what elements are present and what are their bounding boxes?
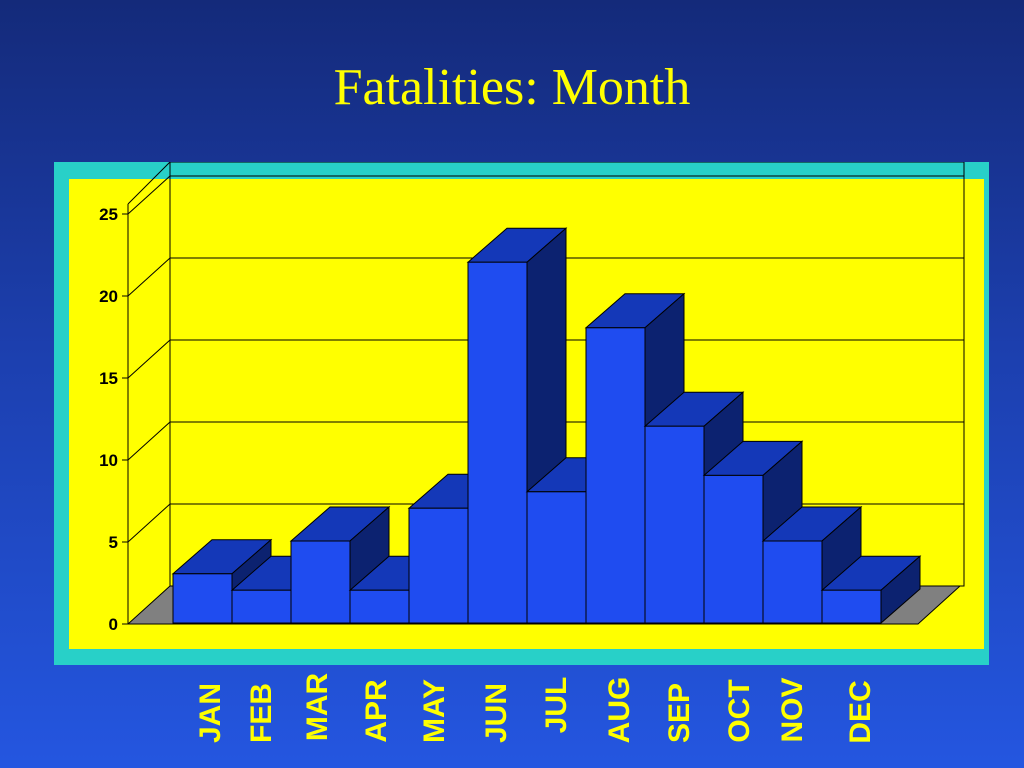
bar (703, 474, 764, 624)
y-tick-label: 20 (99, 287, 118, 306)
x-tick-label: OCT (723, 679, 756, 743)
x-tick-label: JUN (480, 682, 513, 744)
bar (467, 261, 528, 624)
bar (644, 425, 705, 624)
x-tick-label: NOV (776, 677, 809, 743)
gridline-side (127, 175, 171, 215)
x-tick-label: SEP (663, 682, 696, 744)
chart-plot: 0 5 10 15 20 25 (69, 162, 984, 649)
gridline-side (127, 421, 171, 461)
chart-title: Fatalities: Month (333, 59, 691, 116)
y-tick-label: 10 (99, 451, 118, 470)
x-tick-label: JAN (194, 682, 227, 744)
y-tick-label: 25 (99, 205, 118, 224)
x-tick-label: MAR (301, 672, 334, 742)
x-tick-label: JUL (540, 676, 573, 734)
y-tick-label: 15 (99, 369, 118, 388)
x-tick-label: DEC (844, 680, 877, 744)
bar (231, 589, 292, 624)
y-tick-label: 0 (109, 615, 118, 634)
x-tick-label: AUG (603, 676, 636, 744)
gridline-side (127, 339, 171, 379)
x-tick-label: FEB (245, 683, 278, 743)
x-tick-label: APR (360, 679, 393, 743)
bar (290, 540, 351, 624)
bar (349, 589, 410, 624)
wall-edge (127, 162, 171, 205)
x-tick-label: MAY (418, 679, 451, 743)
y-tick-label: 5 (109, 533, 118, 552)
bar (585, 327, 646, 624)
bar (408, 507, 469, 624)
gridline-side (127, 257, 171, 297)
gridline-side (127, 503, 171, 543)
bar (172, 573, 233, 624)
bar (526, 491, 587, 624)
bar (821, 589, 882, 624)
bar (762, 540, 823, 624)
